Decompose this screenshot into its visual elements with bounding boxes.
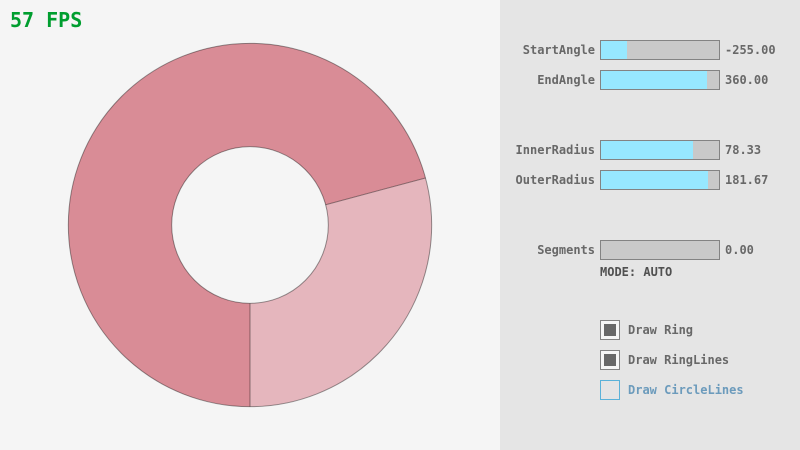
checkbox-draw-ringlines[interactable]: Draw RingLines [600, 350, 729, 370]
fps-counter: 57 FPS [10, 8, 83, 32]
mode-label: MODE: AUTO [600, 265, 673, 279]
controls-panel: StartAngle -255.00 EndAngle 360.00 Inner… [500, 0, 800, 450]
slider-row-endangle: EndAngle 360.00 [500, 70, 800, 90]
checkbox-draw-ring[interactable]: Draw Ring [600, 320, 693, 340]
slider-innerradius-value: 78.33 [725, 143, 762, 157]
slider-row-segments: Segments 0.00 [500, 240, 800, 260]
checkbox-draw-circlelines-box[interactable] [600, 380, 620, 400]
slider-startangle-label: StartAngle [522, 43, 595, 57]
ring-chart [67, 42, 433, 408]
slider-row-startangle: StartAngle -255.00 [500, 40, 800, 60]
slider-outerradius-label: OuterRadius [515, 173, 595, 187]
slider-segments-label: Segments [537, 243, 595, 257]
slider-startangle-value: -255.00 [725, 43, 776, 57]
slider-innerradius-label: InnerRadius [515, 143, 595, 157]
slider-endangle-label: EndAngle [537, 73, 595, 87]
checkbox-draw-circlelines-label: Draw CircleLines [628, 383, 744, 397]
slider-row-innerradius: InnerRadius 78.33 [500, 140, 800, 160]
slider-segments[interactable] [600, 240, 720, 260]
slider-segments-value: 0.00 [725, 243, 754, 257]
slider-endangle-value: 360.00 [725, 73, 769, 87]
checkbox-draw-ring-label: Draw Ring [628, 323, 694, 337]
checkbox-draw-circlelines[interactable]: Draw CircleLines [600, 380, 744, 400]
check-mark-icon [604, 354, 616, 366]
checkbox-draw-ringlines-box[interactable] [600, 350, 620, 370]
checkbox-draw-ring-box[interactable] [600, 320, 620, 340]
slider-endangle-fill [601, 71, 708, 89]
slider-outerradius-value: 181.67 [725, 173, 769, 187]
checkbox-draw-ringlines-label: Draw RingLines [628, 353, 730, 367]
slider-endangle[interactable] [600, 70, 720, 90]
slider-startangle-fill [601, 41, 627, 59]
slider-row-outerradius: OuterRadius 181.67 [500, 170, 800, 190]
slider-outerradius[interactable] [600, 170, 720, 190]
check-mark-icon [604, 324, 616, 336]
slider-outerradius-fill [601, 171, 709, 189]
slider-startangle[interactable] [600, 40, 720, 60]
slider-innerradius-fill [601, 141, 694, 159]
slider-innerradius[interactable] [600, 140, 720, 160]
